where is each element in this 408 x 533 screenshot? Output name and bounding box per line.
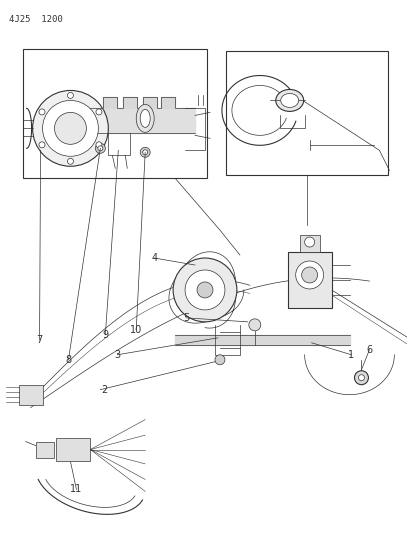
Text: 5: 5 [183,313,189,323]
Circle shape [67,158,73,164]
Ellipse shape [136,104,154,132]
Text: 3: 3 [114,350,120,360]
Bar [35,441,53,457]
Circle shape [95,143,105,154]
Circle shape [302,267,317,283]
Circle shape [96,109,102,115]
Text: 10: 10 [130,325,142,335]
Ellipse shape [140,109,150,127]
Bar [288,252,332,308]
Circle shape [67,92,73,99]
Circle shape [215,355,225,365]
Text: 8: 8 [65,355,71,365]
Text: 1: 1 [348,350,355,360]
Circle shape [96,142,102,148]
Text: 6: 6 [366,345,373,355]
Circle shape [296,261,324,289]
Circle shape [42,100,98,156]
Bar [299,235,319,252]
Text: 2: 2 [101,385,107,394]
Bar [55,438,91,462]
Circle shape [55,112,86,144]
Bar [22,49,207,178]
Circle shape [197,282,213,298]
Text: 9: 9 [102,330,109,340]
Bar [19,385,42,405]
Circle shape [33,91,109,166]
Circle shape [140,147,150,157]
Circle shape [355,371,368,385]
Circle shape [39,109,45,115]
Ellipse shape [281,93,299,108]
Circle shape [143,150,148,155]
Text: 11: 11 [70,484,82,495]
Text: 7: 7 [36,335,43,345]
Bar [226,51,388,175]
Circle shape [185,270,225,310]
Circle shape [249,319,261,331]
Circle shape [39,142,45,148]
Text: 4J25  1200: 4J25 1200 [9,15,62,23]
Circle shape [98,146,103,151]
Text: 4: 4 [151,253,157,263]
Circle shape [173,258,237,322]
Circle shape [359,375,364,381]
Circle shape [305,237,315,247]
Ellipse shape [276,90,304,111]
